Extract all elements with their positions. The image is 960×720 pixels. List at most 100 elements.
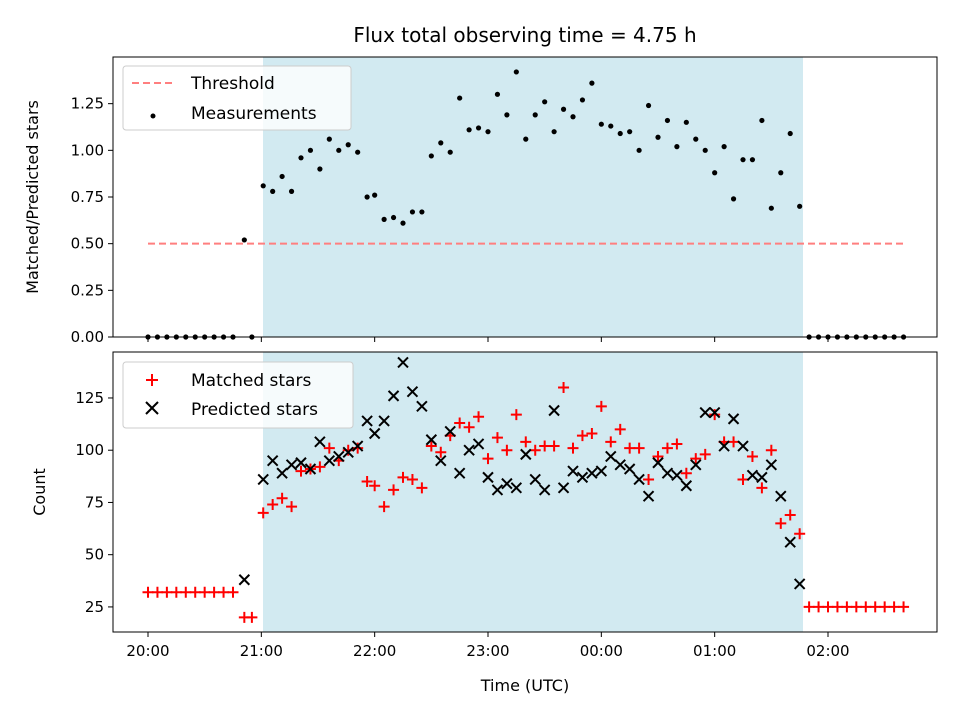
predicted-legend-label: Predicted stars — [191, 400, 318, 420]
predicted-star-point — [614, 459, 626, 471]
predicted-star-point — [642, 490, 655, 502]
measurement-point — [336, 147, 342, 153]
predicted-star-point — [595, 465, 608, 477]
measurement-point — [326, 136, 332, 142]
measurement-point — [683, 119, 689, 125]
predicted-star-point — [737, 440, 749, 452]
predicted-star-point — [756, 471, 768, 484]
matched-star-point — [775, 517, 787, 529]
measurement-point — [589, 80, 595, 86]
matched-star-point — [295, 465, 307, 477]
matched-star-point — [624, 442, 636, 454]
bottom-y-axis-label: Count — [30, 468, 49, 516]
matched-star-point — [314, 461, 326, 473]
bottom-y-tick-label: 100 — [75, 441, 104, 459]
matched-star-point — [746, 450, 758, 462]
measurement-point — [447, 149, 453, 155]
matched-star-point — [614, 423, 626, 435]
matched-star-point — [267, 499, 279, 511]
matched-star-point — [680, 467, 692, 479]
measurement-point — [768, 205, 774, 211]
matched-star-point — [548, 440, 560, 452]
top-y-axis-label: Matched/Predicted stars — [23, 100, 42, 294]
top-y-axis: 0.00 0.25 0.50 0.75 1.00 1.25 — [71, 95, 113, 346]
predicted-star-point — [520, 448, 532, 461]
matched-star-point — [586, 427, 598, 439]
measurement-point — [504, 112, 510, 118]
matched-star-point — [352, 442, 364, 454]
predicted-star-point — [406, 385, 419, 398]
matched-star-point — [813, 601, 825, 613]
top-y-tick-label: 0.25 — [71, 281, 104, 299]
top-y-tick-label: 0.75 — [71, 188, 104, 206]
bottom-x-axis: 20:00 21:00 22:00 23:00 00:00 01:00 02:00 — [126, 632, 850, 660]
measurement-point — [466, 127, 472, 133]
measurement-point — [778, 170, 784, 176]
predicted-star-point — [472, 438, 485, 450]
predicted-star-point — [576, 471, 589, 484]
predicted-star-point — [425, 434, 438, 446]
matched-star-point — [397, 471, 409, 483]
matched-star-point — [633, 442, 645, 454]
matched-star-point — [520, 436, 532, 448]
predicted-star-point — [538, 484, 551, 496]
predicted-star-point — [368, 427, 381, 440]
measurements-legend-swatch — [150, 113, 156, 119]
measurement-point — [355, 149, 361, 155]
measurement-point — [674, 144, 680, 150]
measurement-point — [797, 203, 803, 209]
bottom-x-tick-label: 02:00 — [806, 642, 849, 660]
measurement-point — [532, 112, 538, 118]
predicted-star-point — [323, 454, 336, 467]
measurement-point — [570, 114, 576, 120]
measurement-point — [542, 99, 548, 105]
predicted-star-point — [548, 404, 560, 417]
measurement-point — [627, 129, 633, 135]
predicted-star-point — [586, 467, 598, 479]
predicted-star-point — [266, 454, 279, 467]
measurement-point — [428, 153, 434, 159]
predicted-star-point — [727, 413, 740, 425]
measurement-point — [749, 157, 756, 163]
bottom-x-tick-label: 01:00 — [693, 642, 736, 660]
matched-star-point — [170, 586, 182, 598]
predicted-star-point — [690, 459, 702, 471]
matched-star-point — [690, 453, 702, 465]
matched-star-point — [822, 601, 834, 613]
measurement-point — [560, 106, 567, 112]
matched-star-point — [567, 442, 579, 454]
matched-star-point — [699, 448, 711, 460]
matched-star-point — [661, 442, 673, 454]
bottom-y-axis: 25 50 75 100 125 — [75, 389, 113, 616]
predicted-star-point — [567, 465, 579, 477]
measurement-point — [279, 173, 285, 180]
matched-star-point — [482, 453, 494, 465]
matched-star-point — [227, 586, 239, 598]
matched-star-point — [529, 444, 541, 456]
measurement-point — [409, 209, 416, 215]
predicted-star-point — [775, 490, 787, 502]
matched-star-point — [558, 382, 570, 394]
top-axes-frame — [112, 56, 938, 338]
matched-star-point — [208, 586, 220, 598]
predicted-star-point — [482, 471, 494, 484]
measurement-point — [260, 183, 266, 189]
matched-star-point — [728, 436, 740, 448]
measurement-point — [551, 129, 557, 135]
bottom-y-tick-label: 25 — [85, 598, 104, 616]
predicted-star-point — [387, 390, 400, 402]
matched-star-point — [510, 409, 522, 421]
predicted-star-point — [784, 536, 796, 548]
matched-star-point — [435, 446, 447, 458]
matched-star-point — [406, 473, 418, 485]
measurement-point — [712, 170, 718, 176]
measurement-point — [645, 102, 652, 109]
matched-legend-swatch — [146, 374, 158, 386]
matched-star-point — [276, 492, 288, 504]
bottom-legend-box — [122, 361, 354, 429]
predicted-star-point — [718, 440, 730, 452]
bottom-legend: Matched stars Predicted stars — [122, 361, 354, 429]
predicted-star-point — [351, 440, 364, 452]
matched-star-point — [898, 601, 910, 613]
